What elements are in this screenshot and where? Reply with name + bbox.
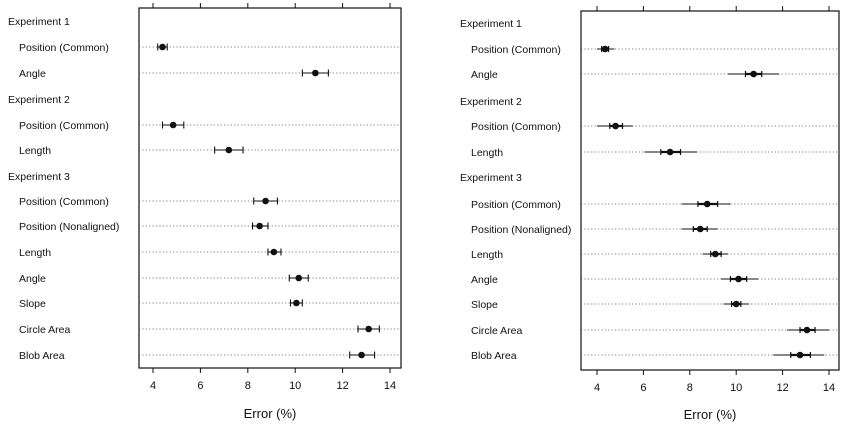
group-label: Experiment 2 — [460, 96, 522, 108]
group-label: Experiment 3 — [8, 171, 70, 183]
x-tick-label: 12 — [776, 382, 788, 394]
x-tick-label: 6 — [640, 382, 646, 394]
group-label: Experiment 2 — [8, 94, 70, 106]
estimate-point — [365, 325, 372, 333]
plot-frame — [580, 10, 840, 371]
group-label: Experiment 3 — [460, 172, 522, 184]
x-tick-label: 10 — [289, 380, 301, 392]
x-axis-label: Error (%) — [684, 407, 737, 422]
x-tick-label: 10 — [730, 382, 742, 394]
row-label: Length — [471, 249, 503, 261]
estimate-point — [262, 197, 269, 205]
row-label: Slope — [19, 298, 46, 310]
estimate-point — [796, 351, 804, 359]
x-tick-label: 8 — [245, 380, 251, 392]
row-label: Circle Area — [19, 324, 71, 336]
x-tick-label: 14 — [823, 382, 835, 394]
estimate-point — [169, 121, 177, 129]
plot-frame — [138, 7, 402, 369]
x-tick-label: 8 — [687, 382, 693, 394]
row-label: Circle Area — [471, 325, 523, 337]
left-panel: 4 6 8 10 12 14 Error (%) Experiment 1 Position (… — [8, 3, 402, 421]
row-label: Position (Common) — [471, 44, 561, 56]
row-label: Position (Common) — [19, 120, 109, 132]
row-label: Position (Common) — [19, 42, 109, 54]
row-label: Position (Nonaligned) — [471, 224, 571, 236]
estimate-point — [735, 275, 742, 283]
estimate-point — [358, 351, 365, 359]
estimate-point — [601, 45, 609, 53]
estimate-point — [750, 70, 757, 78]
estimate-point — [732, 300, 740, 308]
estimate-point — [666, 148, 674, 156]
row-label: Length — [19, 247, 51, 259]
estimate-point — [225, 146, 233, 154]
estimate-point — [712, 250, 719, 258]
estimate-point — [703, 200, 711, 208]
row-label: Length — [471, 147, 503, 159]
estimate-point — [612, 122, 619, 130]
estimate-point — [270, 248, 278, 256]
right-panel: 4 6 8 10 12 14 Error (%) Experiment 1 Position (… — [460, 6, 840, 422]
x-axis-label: Error (%) — [244, 406, 297, 421]
row-label: Blob Area — [471, 350, 517, 362]
row-label: Position (Nonaligned) — [19, 221, 119, 233]
row-label: Position (Common) — [471, 121, 561, 133]
row-label: Angle — [471, 69, 498, 81]
group-label: Experiment 1 — [460, 18, 522, 30]
x-tick-label: 4 — [594, 382, 600, 394]
row-label: Angle — [471, 274, 498, 286]
row-label: Length — [19, 145, 51, 157]
estimate-point — [256, 222, 263, 230]
group-label: Experiment 1 — [8, 16, 70, 28]
row-label: Angle — [19, 273, 46, 285]
estimate-point — [803, 326, 811, 334]
row-label: Position (Common) — [19, 196, 109, 208]
x-tick-label: 6 — [197, 380, 203, 392]
row-label: Position (Common) — [471, 199, 561, 211]
row-label: Blob Area — [19, 350, 65, 362]
estimate-point — [293, 299, 300, 307]
row-label: Angle — [19, 68, 46, 80]
estimate-point — [159, 43, 166, 51]
x-tick-label: 4 — [150, 380, 156, 392]
row-label: Slope — [471, 299, 498, 311]
estimate-point — [312, 69, 319, 77]
estimate-point — [295, 274, 303, 282]
estimate-point — [696, 225, 704, 233]
x-tick-label: 14 — [384, 380, 396, 392]
x-tick-label: 12 — [336, 380, 348, 392]
